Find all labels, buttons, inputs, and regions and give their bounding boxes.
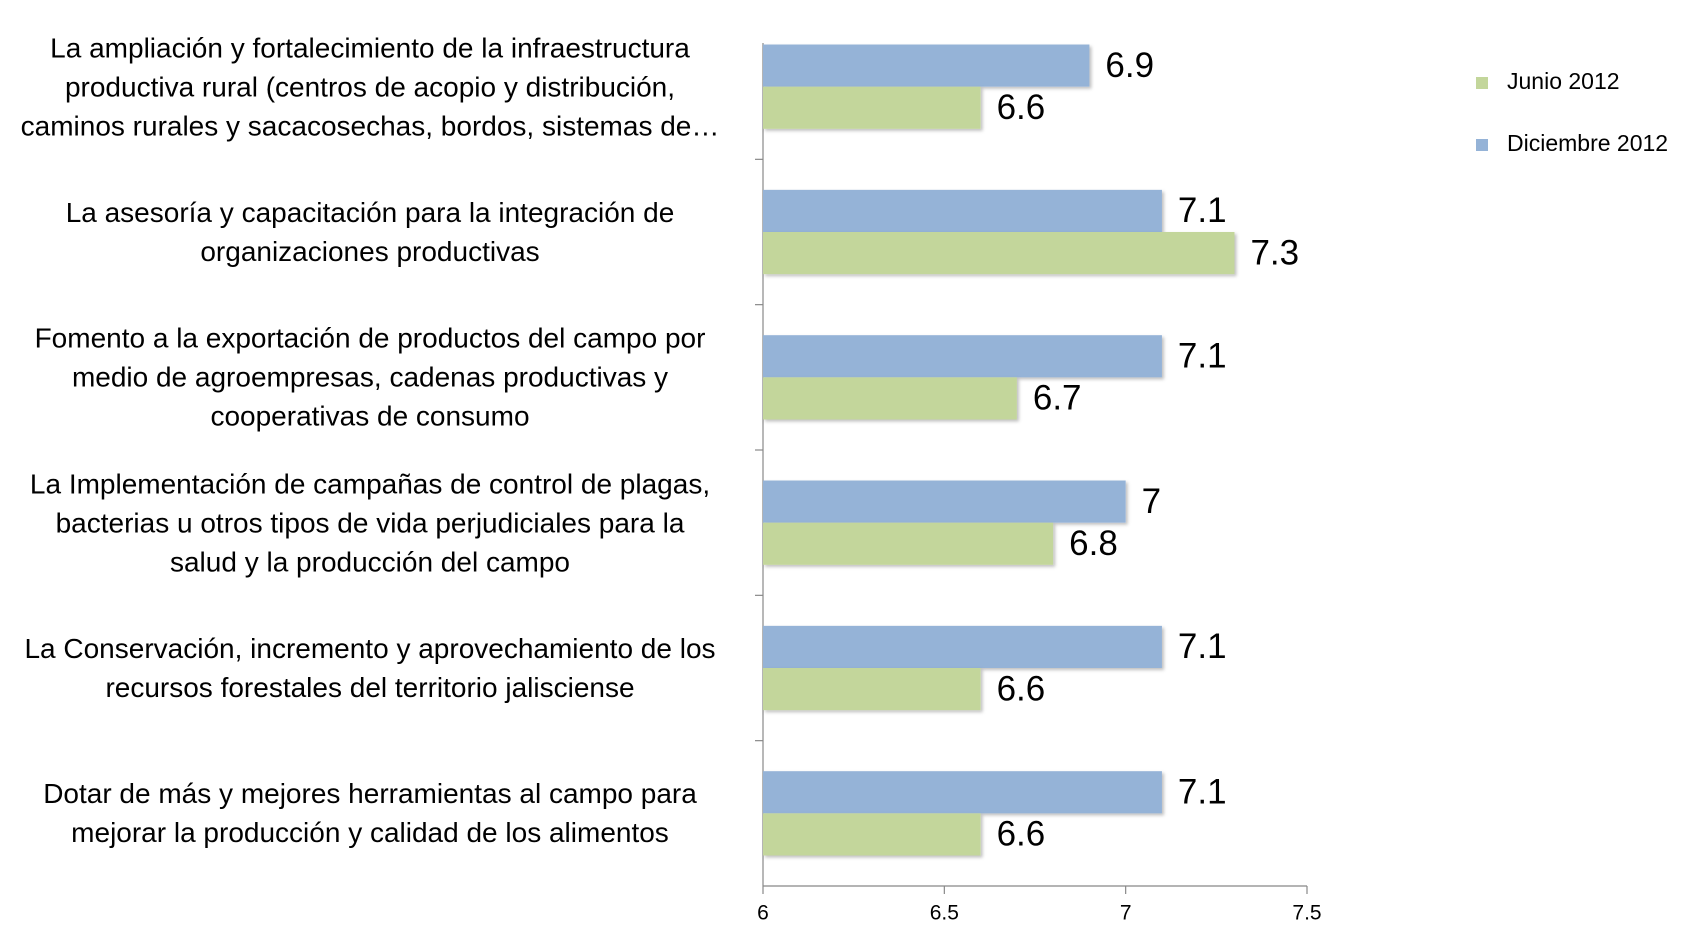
value-label: 6.9: [1105, 46, 1154, 85]
bar: [763, 86, 981, 129]
x-tick-label: 7: [1120, 902, 1132, 925]
category-label: Dotar de más y mejores herramientas al c…: [43, 778, 697, 849]
value-label: 7.1: [1178, 627, 1227, 666]
x-tick-label: 7.5: [1292, 902, 1321, 925]
bar: [763, 771, 1162, 814]
legend-label: Diciembre 2012: [1507, 130, 1668, 156]
bar: [763, 189, 1162, 232]
category-label: La ampliación y fortalecimiento de la in…: [20, 32, 720, 142]
category-label: La asesoría y capacitación para la integ…: [65, 197, 675, 267]
bar: [763, 813, 981, 856]
value-label: 7.1: [1178, 337, 1227, 376]
value-label: 7: [1142, 482, 1161, 521]
value-label: 6.6: [997, 815, 1046, 854]
legend-swatch: [1476, 139, 1488, 151]
value-label: 7.3: [1250, 233, 1299, 272]
bar: [763, 44, 1090, 87]
bar: [763, 232, 1235, 275]
value-label: 7.1: [1178, 191, 1227, 230]
value-label: 6.6: [997, 88, 1046, 127]
value-label: 6.8: [1069, 524, 1118, 563]
legend-label: Junio 2012: [1507, 68, 1620, 94]
bar: [763, 480, 1126, 523]
bar: [763, 625, 1162, 668]
legend-swatch: [1476, 77, 1488, 89]
x-tick-label: 6.5: [930, 902, 959, 925]
value-label: 6.6: [997, 669, 1046, 708]
category-label: Fomento a la exportación de productos de…: [34, 322, 706, 432]
value-label: 6.7: [1033, 379, 1082, 418]
category-label: La Conservación, incremento y aprovecham…: [24, 633, 716, 703]
x-tick-label: 6: [757, 902, 769, 925]
bar: [763, 335, 1162, 378]
category-label: La Implementación de campañas de control…: [29, 468, 711, 578]
bar: [763, 668, 981, 711]
bar: [763, 377, 1017, 420]
value-label: 7.1: [1178, 773, 1227, 812]
bar: [763, 522, 1054, 565]
